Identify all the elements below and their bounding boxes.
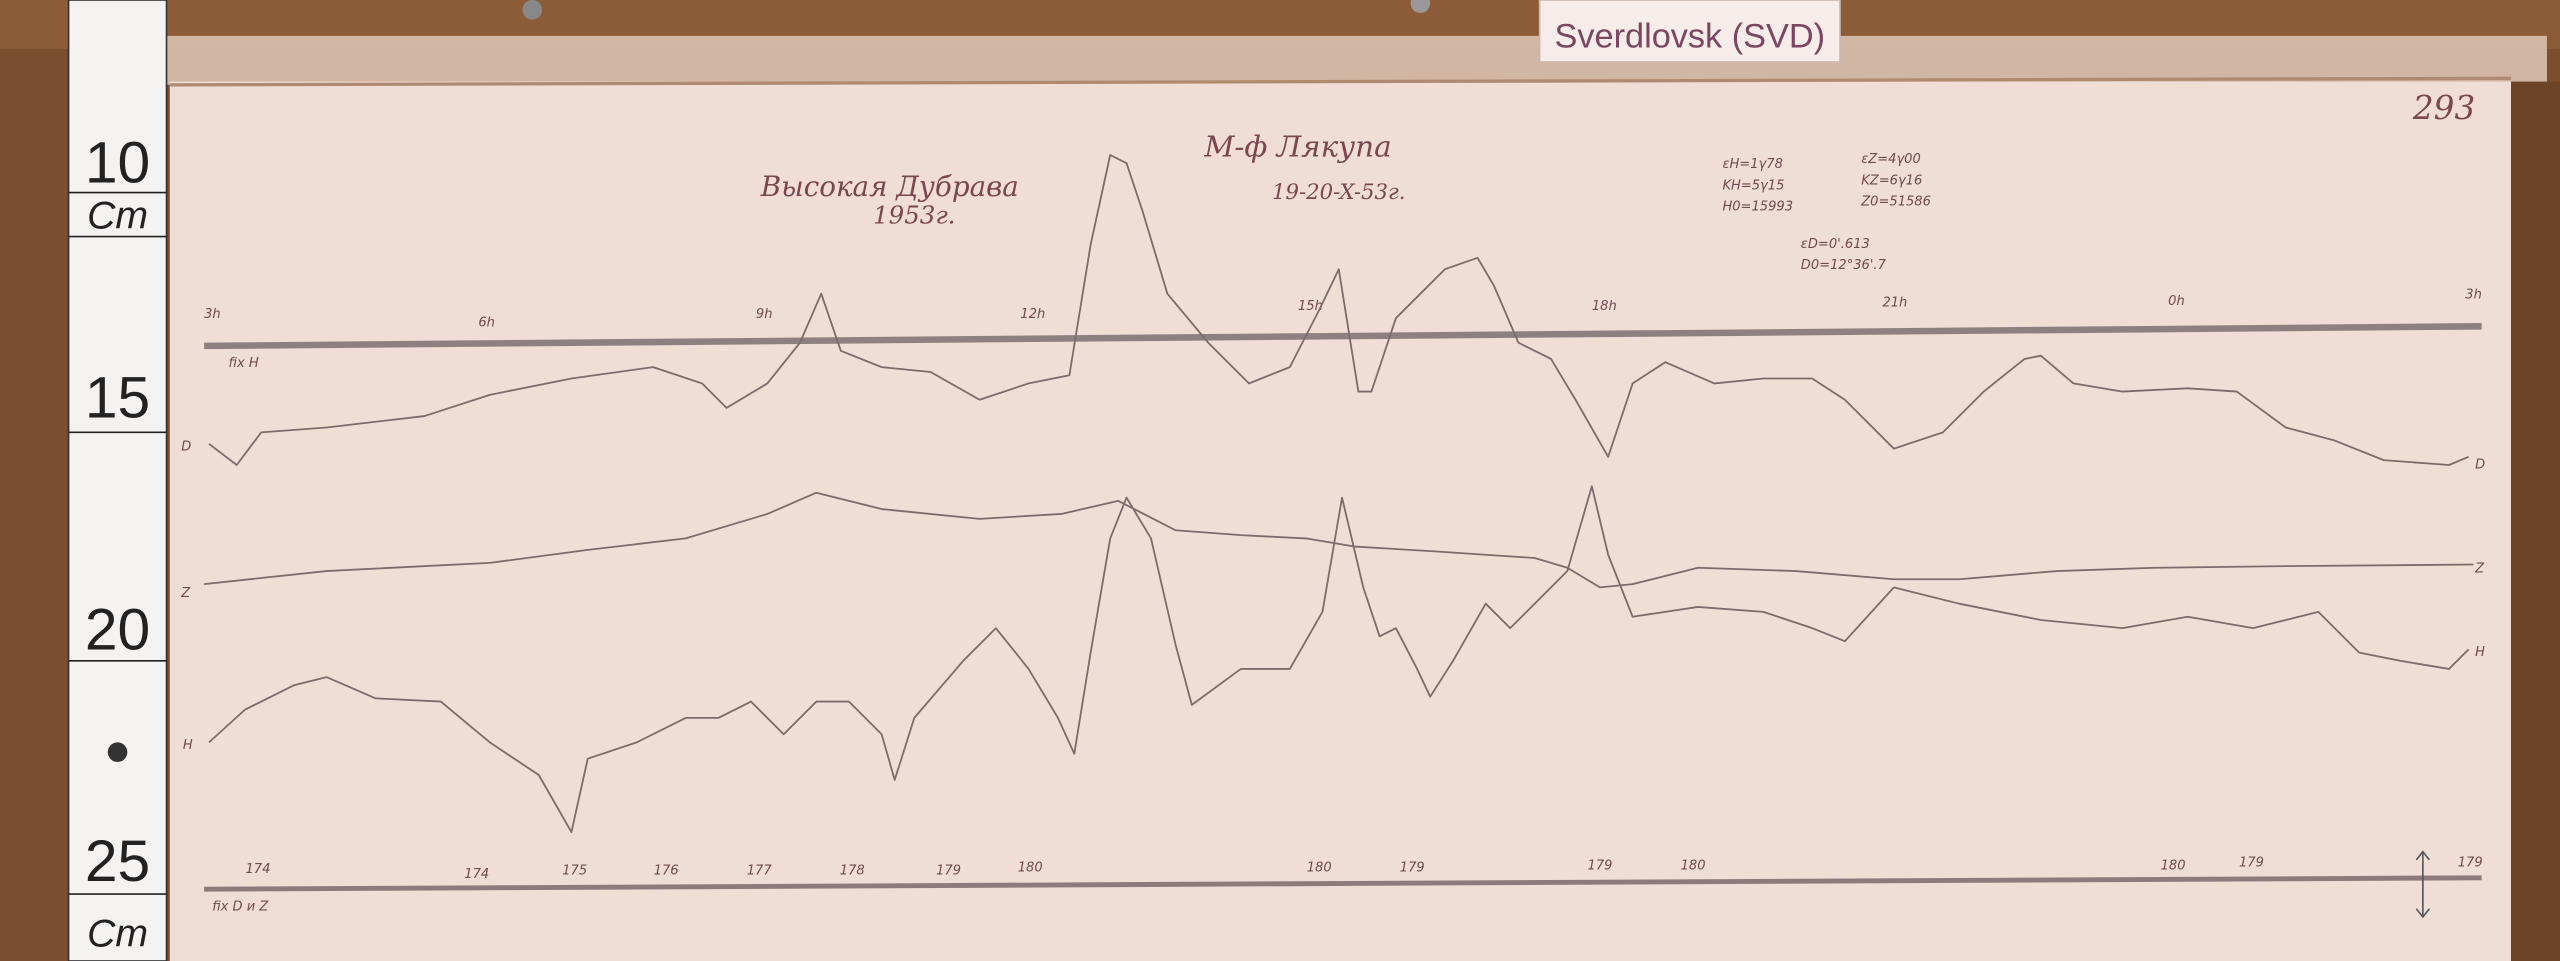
temp-mark: 175 — [562, 864, 587, 879]
param-z: εZ=4γ00 — [1861, 152, 1921, 167]
temp-mark: 174 — [246, 862, 271, 877]
paper-sheet — [169, 81, 2512, 961]
screw — [522, 0, 543, 20]
plastic-strip — [163, 35, 2547, 85]
hour-mark: 21h — [1882, 296, 1907, 311]
label-card-text: Sverdlovsk (SVD) — [1555, 17, 1825, 55]
ruler-mark: 25 — [85, 829, 150, 894]
ruler-mark: 10 — [85, 131, 150, 196]
year: 1953г. — [873, 201, 955, 230]
param-z: Z0=51586 — [1860, 195, 1931, 210]
temp-mark: 174 — [464, 867, 489, 882]
record-date: 19-20-X-53г. — [1272, 180, 1406, 205]
hour-mark: 18h — [1592, 299, 1617, 314]
temperature-marks: 174 174 175 176 177 178 179 180 180 179 … — [246, 855, 2483, 881]
param-h: H0=15993 — [1722, 199, 1793, 214]
baseline-top — [204, 323, 2482, 350]
ruler-mark: 15 — [85, 366, 150, 431]
trace-label-h-left: H — [183, 738, 193, 753]
hour-mark: 15h — [1298, 299, 1323, 314]
temp-mark: 179 — [2239, 855, 2264, 870]
label-card — [1538, 0, 1841, 63]
scale-arrow-icon — [2415, 850, 2431, 919]
param-z: KZ=6γ16 — [1861, 173, 1922, 188]
param-d: εD=0'.613 — [1801, 237, 1870, 252]
temp-mark: 180 — [1307, 860, 1332, 875]
ruler-mark: 20 — [85, 597, 150, 662]
sheet-number: 293 — [2412, 89, 2475, 127]
trace-h — [208, 485, 2470, 834]
trace-label-z-right: Z — [2474, 562, 2485, 577]
hour-mark: 3h — [204, 307, 221, 322]
wood-right-edge — [2511, 81, 2560, 961]
temp-mark: 180 — [1018, 860, 1043, 875]
param-d: D0=12°36'.7 — [1801, 258, 1887, 273]
temp-mark: 179 — [1588, 859, 1613, 874]
temp-mark: 180 — [2161, 859, 2186, 874]
trace-label-d-right: D — [2475, 457, 2485, 472]
temp-mark: 179 — [2458, 855, 2483, 870]
temp-mark: 179 — [936, 864, 961, 879]
observer: М-ф Лякупа — [1203, 130, 1391, 164]
trace-label-d-left: D — [181, 439, 191, 454]
ruler-unit: Cm — [87, 194, 148, 237]
hour-mark: 9h — [756, 307, 773, 322]
screw — [1410, 0, 1431, 14]
station-name: Высокая Дубрава — [760, 170, 1019, 203]
ruler: 10 Cm 15 20 25 Cm — [67, 0, 168, 961]
hour-mark: 6h — [478, 315, 495, 330]
temp-mark: 178 — [840, 864, 865, 879]
hour-mark: 0h — [2168, 294, 2185, 309]
temp-mark: 177 — [747, 864, 773, 879]
ruler-unit: Cm — [87, 912, 148, 955]
baseline-bottom-label: fix D и Z — [212, 899, 269, 914]
rivet — [107, 742, 128, 762]
param-h: KH=5γ15 — [1722, 178, 1784, 193]
hour-mark: 12h — [1020, 307, 1045, 322]
trace-label-z-left: Z — [180, 586, 191, 601]
temp-mark: 180 — [1681, 859, 1706, 874]
baseline-bottom — [204, 875, 2482, 892]
trace-d — [208, 154, 2469, 466]
baseline-top-label: fix H — [229, 356, 259, 371]
param-h: εH=1γ78 — [1722, 157, 1782, 172]
temp-mark: 176 — [654, 864, 679, 879]
temp-mark: 179 — [1400, 860, 1425, 875]
trace-z — [203, 491, 2474, 589]
hour-marks: 3h 6h 9h 12h 15h 18h 21h 0h 3h — [204, 288, 2482, 331]
hour-mark: 3h — [2465, 288, 2482, 303]
trace-label-h-right: H — [2475, 645, 2485, 660]
